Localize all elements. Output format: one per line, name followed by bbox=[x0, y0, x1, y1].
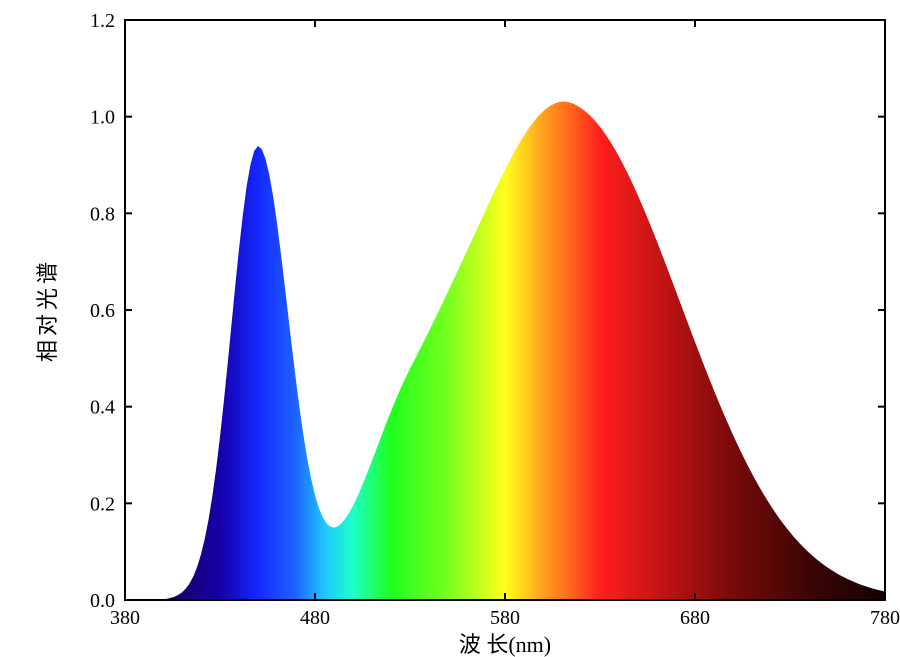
spectrum-chart: 3804805806807800.00.20.40.60.81.01.2波 长(… bbox=[0, 0, 900, 657]
x-tick-label: 680 bbox=[680, 607, 710, 629]
y-axis-label: 相对光谱 bbox=[35, 258, 60, 362]
y-tick-label: 0.0 bbox=[90, 590, 115, 612]
y-tick-label: 0.4 bbox=[90, 397, 115, 419]
y-tick-label: 1.0 bbox=[90, 107, 115, 129]
x-tick-label: 580 bbox=[490, 607, 520, 629]
y-tick-label: 0.2 bbox=[90, 493, 115, 515]
x-tick-label: 780 bbox=[870, 607, 900, 629]
y-tick-label: 1.2 bbox=[90, 10, 115, 32]
x-tick-label: 480 bbox=[300, 607, 330, 629]
x-axis-label: 波 长(nm) bbox=[459, 632, 551, 657]
y-tick-label: 0.6 bbox=[90, 300, 115, 322]
y-tick-label: 0.8 bbox=[90, 203, 115, 225]
